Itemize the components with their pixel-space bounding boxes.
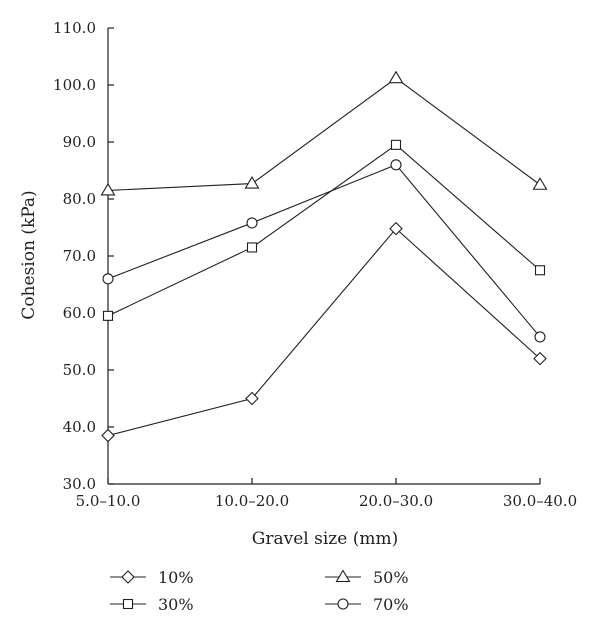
x-tick-label: 10.0–20.0 bbox=[215, 492, 289, 510]
series-line bbox=[107, 77, 541, 191]
legend-marker-square bbox=[122, 598, 134, 610]
legend-item: 70% bbox=[325, 595, 409, 614]
data-point-diamond bbox=[389, 221, 403, 236]
legend-label: 70% bbox=[373, 595, 409, 614]
data-point-diamond bbox=[101, 428, 115, 443]
series-line bbox=[107, 144, 541, 317]
y-tick-label: 60.0 bbox=[63, 304, 96, 322]
x-tick-label: 5.0–10.0 bbox=[76, 492, 141, 510]
series-triangle bbox=[100, 70, 548, 196]
legend-item: 30% bbox=[110, 595, 194, 614]
data-point-triangle bbox=[100, 182, 116, 196]
legend-marker-diamond bbox=[121, 570, 135, 584]
series-line bbox=[107, 164, 541, 338]
legend-label: 10% bbox=[158, 568, 194, 587]
legend-item: 50% bbox=[325, 568, 409, 587]
data-point-diamond bbox=[245, 391, 259, 406]
x-tick-label: 20.0–30.0 bbox=[359, 492, 433, 510]
data-point-diamond bbox=[533, 351, 547, 366]
data-point-square bbox=[102, 310, 114, 321]
legend-item: 10% bbox=[110, 568, 194, 587]
series-line bbox=[107, 227, 541, 437]
data-point-circle bbox=[246, 217, 258, 229]
data-point-triangle bbox=[388, 70, 404, 84]
data-point-triangle bbox=[532, 177, 548, 190]
x-tick-label: 30.0–40.0 bbox=[503, 492, 577, 510]
axes: 30.0 40.0 50.0 60.0 70.0 80.0 90.0 100.0 110.0 5.… bbox=[53, 19, 577, 510]
legend: 10% 30% 50% 70% bbox=[110, 568, 409, 614]
y-tick-label: 90.0 bbox=[63, 133, 96, 151]
data-point-circle bbox=[390, 159, 402, 171]
series-square bbox=[102, 139, 546, 321]
legend-label: 30% bbox=[158, 595, 194, 614]
data-point-circle bbox=[102, 273, 114, 285]
y-tick-label: 80.0 bbox=[63, 190, 96, 208]
data-point-triangle bbox=[244, 176, 260, 189]
plot-area bbox=[100, 70, 548, 443]
y-tick-label: 100.0 bbox=[53, 76, 96, 94]
y-tick-label: 110.0 bbox=[53, 19, 96, 37]
x-axis-label: Gravel size (mm) bbox=[252, 529, 398, 549]
series-circle bbox=[102, 159, 546, 343]
data-point-square bbox=[246, 242, 258, 253]
y-tick-label: 50.0 bbox=[63, 361, 96, 379]
data-point-square bbox=[534, 265, 546, 276]
y-axis-label: Cohesion (kPa) bbox=[19, 190, 39, 319]
legend-label: 50% bbox=[373, 568, 409, 587]
y-tick-label: 40.0 bbox=[63, 418, 96, 436]
series-diamond bbox=[101, 221, 547, 443]
data-point-square bbox=[390, 139, 402, 150]
data-point-circle bbox=[534, 331, 546, 343]
y-tick-label: 70.0 bbox=[63, 247, 96, 265]
y-tick-label: 30.0 bbox=[63, 475, 96, 493]
legend-marker-triangle bbox=[335, 569, 351, 583]
legend-marker-circle bbox=[337, 598, 349, 610]
